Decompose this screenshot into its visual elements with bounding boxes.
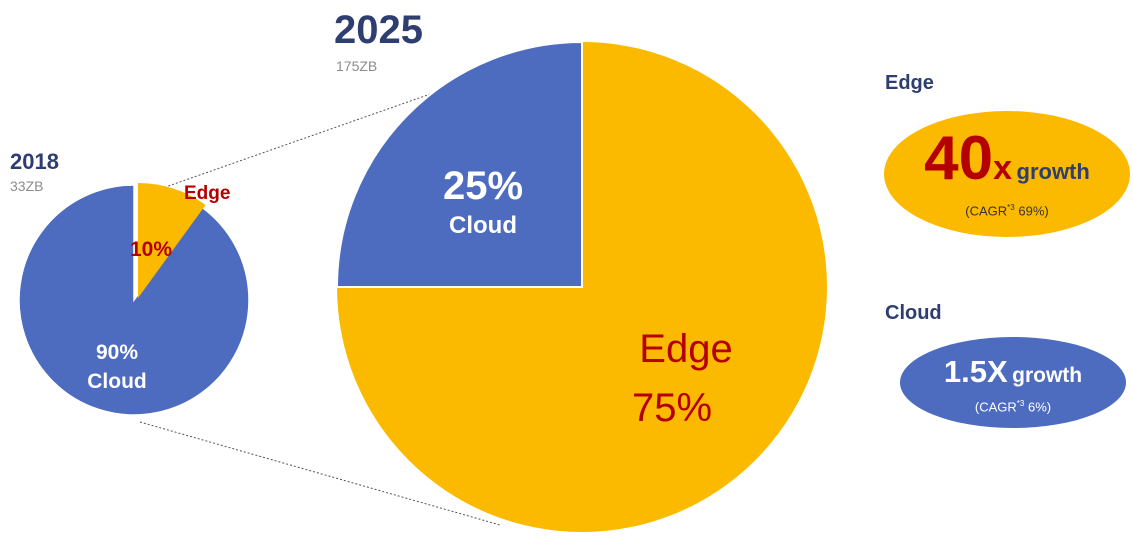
cloud-cagr-value: 6%) — [1027, 399, 1052, 415]
edge-cagr-note: *3 — [1007, 203, 1015, 212]
connector-bottom — [139, 421, 501, 526]
pie-2018-edge-value: 10% — [130, 238, 172, 261]
cloud-growth-multiplier: 1.5X — [943, 354, 1008, 389]
cloud-cagr-note: *3 — [1016, 399, 1025, 408]
total-2025: 175ZB — [336, 58, 378, 74]
pie-2018-edge-label: Edge — [184, 183, 230, 204]
edge-growth-heading: Edge — [885, 72, 934, 94]
pie-2025-cloud-label: Cloud — [449, 212, 517, 239]
pie-2025-cloud-slice — [335, 40, 583, 288]
edge-growth-oval: 40x growth (CAGR*3 69%) — [884, 111, 1130, 237]
pie-2018-cloud-value: 90% — [96, 341, 138, 364]
cloud-cagr: (CAGR*3 6%) — [900, 399, 1126, 414]
pie-2018-cloud-slice — [18, 184, 250, 416]
cloud-growth-oval: 1.5X growth (CAGR*3 6%) — [900, 337, 1126, 428]
pie-2018-cloud-label: Cloud — [87, 370, 146, 393]
edge-cagr-value: 69%) — [1018, 203, 1049, 219]
year-2025-title: 2025 — [334, 8, 423, 52]
edge-cagr: (CAGR*3 69%) — [884, 203, 1130, 218]
cloud-growth-heading: Cloud — [885, 302, 942, 324]
edge-growth-x: x — [993, 149, 1013, 187]
connector-top — [156, 90, 440, 191]
pie-2025-edge-label: Edge — [639, 327, 732, 371]
total-2018: 33ZB — [10, 178, 44, 194]
edge-growth-multiplier: 40 — [924, 124, 994, 193]
cloud-cagr-prefix: (CAGR — [974, 399, 1017, 415]
pie-2025-cloud-value: 25% — [443, 164, 523, 208]
pie-2025-edge-value: 75% — [632, 386, 712, 430]
edge-growth-word: growth — [1016, 159, 1090, 184]
pie-2018-edge-slice — [138, 183, 206, 298]
cloud-growth-word: growth — [1012, 364, 1083, 387]
year-2018-title: 2018 — [10, 149, 59, 174]
edge-cagr-prefix: (CAGR — [965, 203, 1008, 219]
